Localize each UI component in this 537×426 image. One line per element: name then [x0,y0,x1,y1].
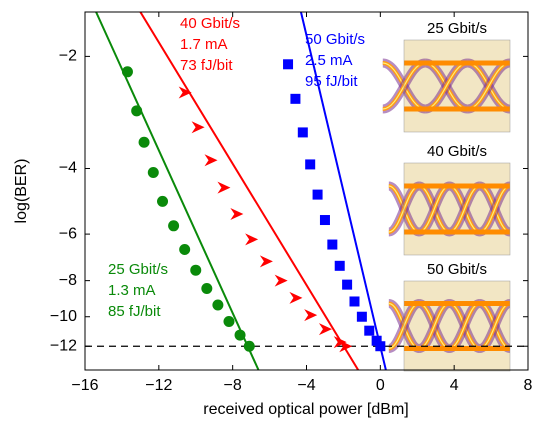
marker [375,341,385,351]
x-tick-label: 4 [450,377,459,394]
y-tick-label: −10 [50,308,77,325]
y-tick-label: −12 [50,337,77,354]
annotation: 95 fJ/bit [305,73,358,90]
x-tick-label: −4 [297,377,315,394]
marker [148,167,159,178]
eye-background [404,40,510,132]
y-tick-label: −6 [59,225,77,242]
marker [349,296,359,306]
marker [179,244,190,255]
annotation: 1.3 mA [108,282,156,299]
marker [290,94,300,104]
marker [357,312,367,322]
inset-label: 25 Gbit/s [427,20,487,37]
marker [244,341,255,352]
marker [122,66,133,77]
marker [223,316,234,327]
marker [139,137,150,148]
annotation: 40 Gbit/s [180,15,240,32]
x-tick-label: 8 [524,377,533,394]
marker [201,283,212,294]
annotation: 73 fJ/bit [180,57,233,74]
marker [157,196,168,207]
marker [342,280,352,290]
chart: received optical power [dBm] log(BER) 25… [0,0,537,426]
marker [298,127,308,137]
y-tick-label: −8 [59,272,77,289]
marker [320,215,330,225]
x-tick-label: −16 [71,377,98,394]
marker [131,105,142,116]
marker [305,159,315,169]
x-axis-label: received optical power [dBm] [203,401,408,418]
marker [327,240,337,250]
x-tick-label: −12 [145,377,172,394]
marker [235,330,246,341]
marker [212,299,223,310]
y-tick-label: −4 [59,160,77,177]
annotation: 50 Gbit/s [305,31,365,48]
marker [335,261,345,271]
y-axis-label: log(BER) [13,159,30,224]
inset-label: 40 Gbit/s [427,143,487,160]
annotation: 85 fJ/bit [108,303,161,320]
x-tick-label: −8 [224,377,242,394]
inset-label: 50 Gbit/s [427,261,487,278]
annotation: 1.7 mA [180,36,228,53]
x-tick-label: 0 [376,377,385,394]
annotation: 25 Gbit/s [108,261,168,278]
marker [190,265,201,276]
marker [168,220,179,231]
annotation: 2.5 mA [305,52,353,69]
marker [364,326,374,336]
y-tick-label: −2 [59,48,77,65]
marker [313,190,323,200]
marker [283,59,293,69]
page: received optical power [dBm] log(BER) 25… [0,0,537,426]
